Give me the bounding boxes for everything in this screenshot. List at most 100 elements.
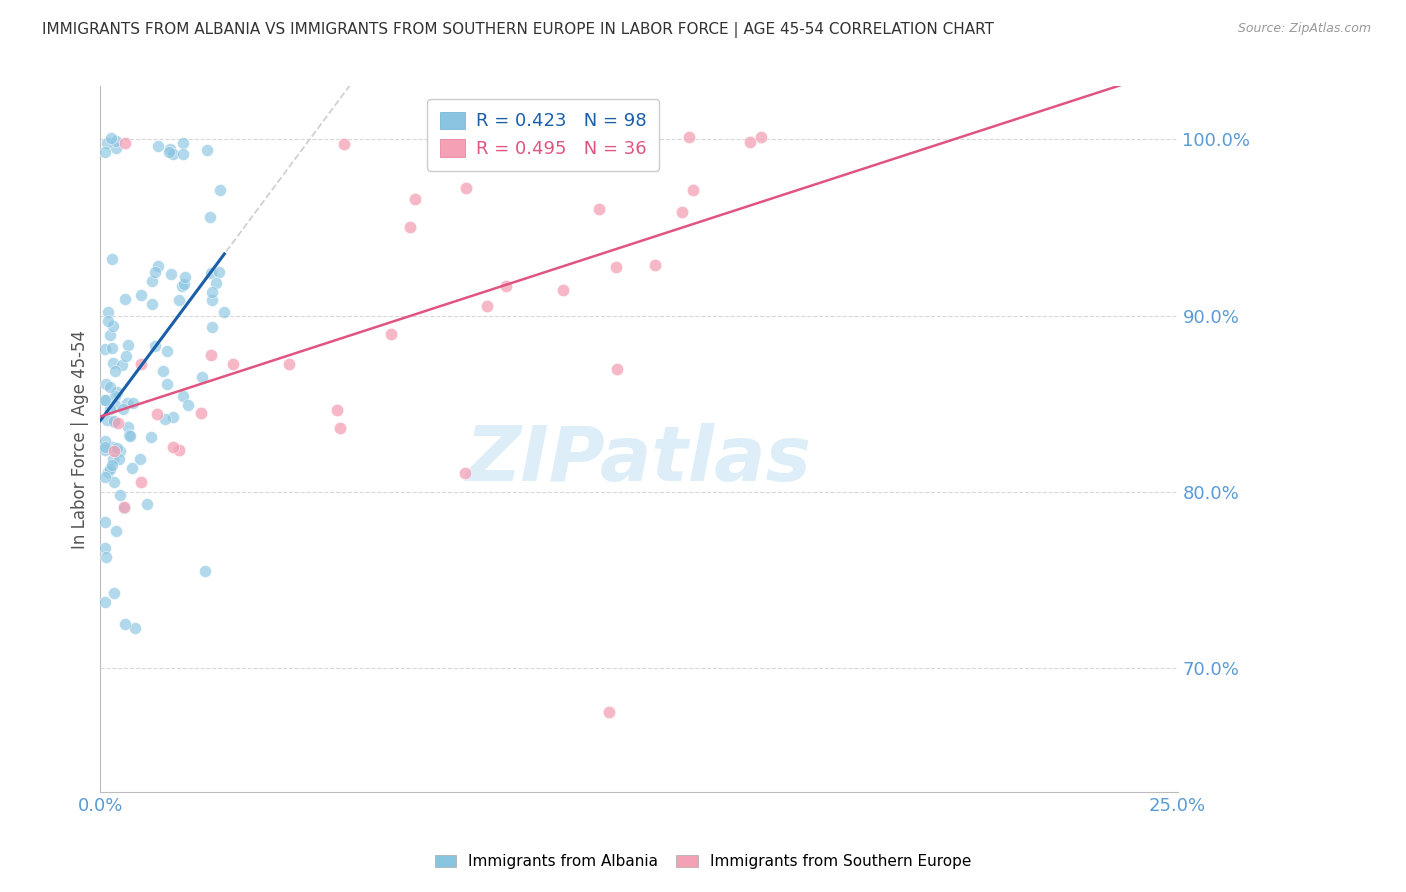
Point bbox=[143, 265, 166, 279]
Point bbox=[93, 343, 115, 357]
Point bbox=[172, 388, 194, 402]
Point bbox=[136, 497, 159, 511]
Point bbox=[329, 420, 352, 434]
Point bbox=[399, 219, 422, 234]
Point bbox=[477, 299, 499, 313]
Point bbox=[170, 279, 193, 293]
Point bbox=[98, 327, 121, 342]
Point bbox=[103, 318, 125, 333]
Point bbox=[103, 586, 125, 600]
Point bbox=[682, 183, 704, 197]
Point bbox=[143, 339, 166, 353]
Point bbox=[111, 358, 134, 372]
Point bbox=[129, 288, 152, 302]
Legend: Immigrants from Albania, Immigrants from Southern Europe: Immigrants from Albania, Immigrants from… bbox=[429, 848, 977, 875]
Point bbox=[121, 460, 143, 475]
Legend: R = 0.423   N = 98, R = 0.495   N = 36: R = 0.423 N = 98, R = 0.495 N = 36 bbox=[427, 99, 659, 171]
Point bbox=[200, 210, 222, 224]
Point bbox=[129, 357, 152, 371]
Point bbox=[115, 349, 138, 363]
Point bbox=[93, 595, 115, 609]
Point bbox=[201, 285, 224, 300]
Point bbox=[380, 327, 402, 342]
Point bbox=[167, 293, 190, 308]
Point bbox=[553, 283, 575, 297]
Point bbox=[101, 440, 124, 454]
Point bbox=[495, 279, 517, 293]
Point bbox=[105, 134, 128, 148]
Point bbox=[98, 402, 121, 417]
Point bbox=[107, 416, 129, 430]
Point bbox=[588, 202, 610, 216]
Point bbox=[201, 319, 224, 334]
Point bbox=[738, 135, 761, 149]
Point bbox=[277, 357, 299, 371]
Point bbox=[93, 392, 115, 407]
Point bbox=[454, 466, 477, 480]
Point bbox=[141, 297, 163, 311]
Point bbox=[103, 475, 125, 490]
Point bbox=[404, 192, 426, 206]
Point bbox=[107, 384, 129, 399]
Point bbox=[222, 357, 245, 371]
Point bbox=[122, 395, 145, 409]
Point bbox=[605, 260, 627, 274]
Point bbox=[326, 403, 349, 417]
Point bbox=[498, 136, 520, 150]
Point bbox=[190, 370, 212, 384]
Point bbox=[200, 348, 222, 362]
Point bbox=[94, 440, 117, 454]
Point bbox=[671, 205, 693, 219]
Point bbox=[108, 444, 131, 458]
Point bbox=[749, 130, 772, 145]
Point bbox=[152, 364, 174, 378]
Point bbox=[160, 267, 183, 281]
Point bbox=[128, 452, 150, 467]
Point bbox=[94, 392, 117, 407]
Point bbox=[118, 428, 141, 442]
Point bbox=[644, 258, 666, 272]
Point bbox=[156, 344, 179, 359]
Point bbox=[333, 136, 356, 151]
Point bbox=[156, 377, 179, 392]
Point bbox=[195, 143, 218, 157]
Point bbox=[103, 415, 125, 429]
Point bbox=[173, 277, 195, 292]
Point bbox=[177, 398, 200, 412]
Point bbox=[105, 524, 128, 538]
Point bbox=[162, 440, 184, 454]
Point bbox=[101, 458, 124, 472]
Point bbox=[93, 515, 115, 529]
Point bbox=[117, 420, 139, 434]
Point bbox=[214, 305, 236, 319]
Point bbox=[101, 252, 124, 266]
Point bbox=[201, 293, 224, 307]
Point bbox=[162, 410, 184, 425]
Point bbox=[104, 398, 127, 412]
Point bbox=[101, 341, 124, 355]
Point bbox=[100, 380, 122, 394]
Point bbox=[104, 364, 127, 378]
Point bbox=[107, 452, 129, 467]
Point bbox=[208, 183, 231, 197]
Text: Source: ZipAtlas.com: Source: ZipAtlas.com bbox=[1237, 22, 1371, 36]
Point bbox=[205, 277, 228, 291]
Point bbox=[93, 145, 115, 159]
Point bbox=[97, 304, 120, 318]
Point bbox=[103, 414, 125, 428]
Point bbox=[146, 259, 169, 273]
Point bbox=[105, 141, 128, 155]
Y-axis label: In Labor Force | Age 45-54: In Labor Force | Age 45-54 bbox=[72, 329, 89, 549]
Point bbox=[103, 356, 125, 370]
Point bbox=[153, 412, 176, 426]
Point bbox=[200, 266, 222, 280]
Point bbox=[97, 465, 120, 479]
Point bbox=[108, 487, 131, 501]
Point bbox=[103, 444, 125, 458]
Point bbox=[454, 180, 477, 194]
Point bbox=[93, 434, 115, 448]
Point bbox=[141, 273, 163, 287]
Point bbox=[112, 500, 135, 515]
Point bbox=[98, 461, 121, 475]
Point bbox=[112, 401, 135, 416]
